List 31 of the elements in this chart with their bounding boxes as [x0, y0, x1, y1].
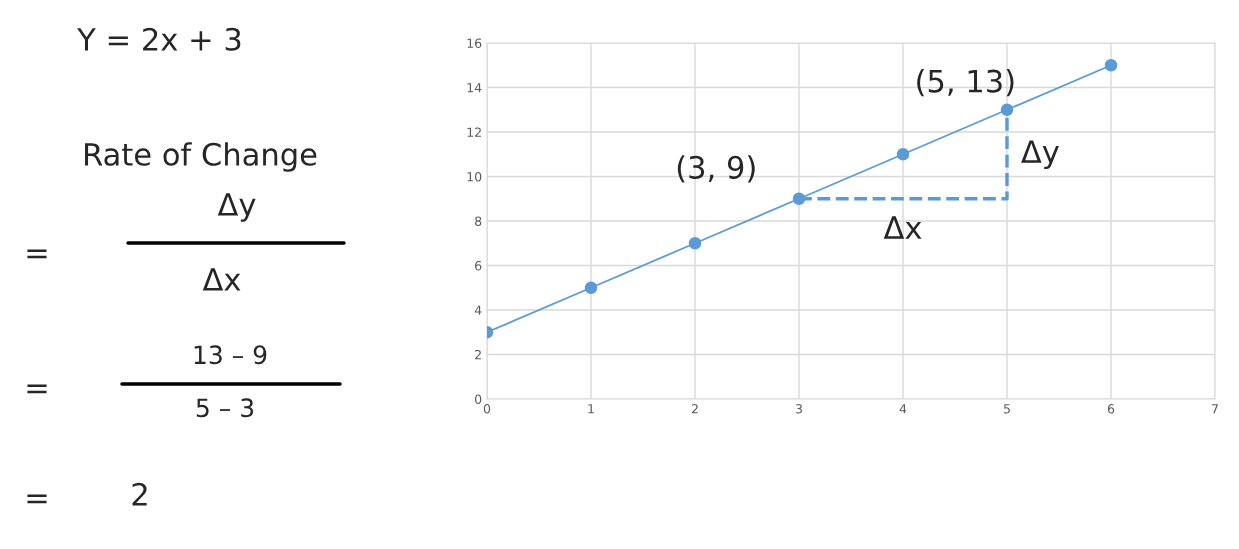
- annotation: (5, 13): [917, 69, 1014, 97]
- x-tick-label: 4: [899, 404, 907, 414]
- text: Δx: [202, 268, 241, 291]
- x-tick-label: 7: [1212, 404, 1218, 414]
- y-tick-label: 4: [474, 305, 482, 315]
- annotation: (3, 9): [677, 155, 755, 183]
- y-tick-label: 0: [475, 394, 482, 404]
- x-tick-label: 5: [1003, 404, 1010, 414]
- text: Y = 2x + 3: [77, 27, 241, 51]
- y-tick-label: 12: [467, 127, 481, 137]
- x-tick-label: 2: [691, 404, 698, 414]
- annotation: Δx: [883, 216, 922, 239]
- annotation: Δy: [1021, 140, 1059, 170]
- text: Rate of Change: [85, 142, 317, 172]
- text: =: [27, 384, 47, 394]
- text: 13 – 9: [194, 345, 267, 365]
- x-tick-label: 3: [795, 404, 802, 414]
- y-tick-label: 2: [475, 349, 481, 360]
- text: 5 – 3: [196, 398, 254, 418]
- x-tick-label: 6: [1107, 404, 1115, 414]
- y-tick-label: 8: [475, 216, 482, 226]
- y-tick-label: 16: [467, 38, 482, 48]
- x-tick-label: 0: [483, 404, 491, 414]
- x-tick-label: 1: [588, 404, 594, 414]
- y-tick-label: 14: [467, 83, 482, 93]
- text: =: [27, 494, 47, 504]
- text: Δy: [217, 193, 256, 222]
- text: =: [27, 249, 47, 259]
- y-tick-label: 6: [475, 260, 482, 271]
- y-tick-label: 10: [467, 171, 482, 182]
- text: 2: [132, 482, 147, 506]
